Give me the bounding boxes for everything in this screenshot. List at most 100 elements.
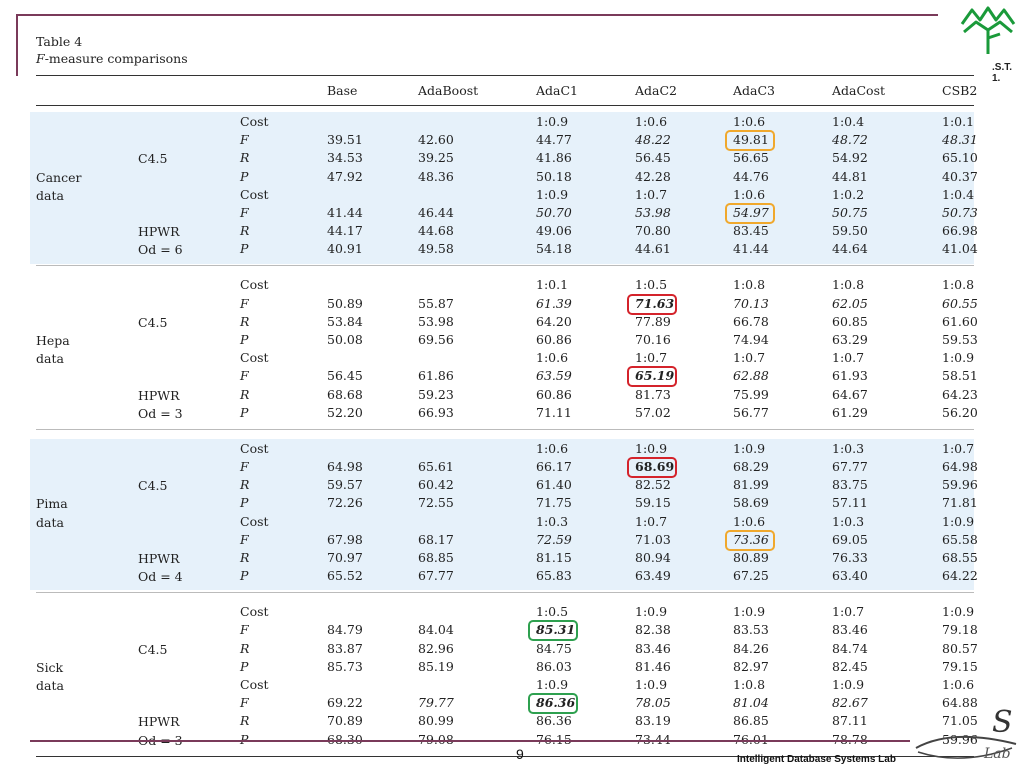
table-cell: 82.52 bbox=[635, 477, 671, 493]
column-header: Base bbox=[327, 83, 358, 98]
table-caption: Table 4 F-measure comparisons bbox=[36, 33, 188, 67]
left-accent-line bbox=[16, 14, 18, 76]
classifier-label: C4.5 bbox=[138, 151, 168, 167]
table-cell: 1:0.9 bbox=[536, 186, 569, 202]
table-cell: 1:0.8 bbox=[733, 677, 766, 692]
table-cell: 1:0.5 bbox=[635, 277, 668, 293]
table-cell: 61.40 bbox=[536, 477, 572, 493]
table-cell: 63.40 bbox=[832, 568, 868, 584]
table-cell: 82.45 bbox=[832, 658, 868, 674]
table-cell: 60.55 bbox=[942, 295, 978, 311]
table-cell: 86.36 bbox=[536, 713, 572, 729]
table-cell: 69.22 bbox=[327, 695, 363, 711]
table-cell: 1:0.3 bbox=[832, 513, 865, 529]
table-cell: 79.15 bbox=[942, 658, 978, 674]
table-cell: 68.29 bbox=[733, 459, 769, 474]
table-cell: 81.15 bbox=[536, 550, 572, 565]
table-cell: 39.25 bbox=[418, 150, 454, 166]
table-cell: 44.64 bbox=[832, 241, 868, 257]
table-cell: 1:0.5 bbox=[536, 604, 569, 620]
table-cell: 67.77 bbox=[832, 459, 868, 474]
table-cell: 50.75 bbox=[832, 205, 868, 220]
table-cell: 62.88 bbox=[733, 368, 769, 384]
table-cell: 56.45 bbox=[635, 150, 671, 166]
column-header: AdaBoost bbox=[418, 83, 479, 98]
table-cell: 82.97 bbox=[733, 658, 769, 674]
table-cell: 86.36 bbox=[536, 695, 576, 711]
table-cell: 44.17 bbox=[327, 223, 363, 239]
table-cell: 1:0.8 bbox=[733, 277, 766, 293]
table-cell: 68.69 bbox=[635, 459, 675, 474]
table-cell: 65.61 bbox=[418, 459, 454, 474]
table-cell: 50.08 bbox=[327, 332, 363, 347]
table-cell: 80.89 bbox=[733, 550, 769, 565]
table-cell: 60.86 bbox=[536, 332, 572, 347]
metric-label: Cost bbox=[240, 114, 269, 129]
table-cell: 44.61 bbox=[635, 241, 671, 257]
table-cell: 80.94 bbox=[635, 550, 671, 565]
table-cell: 59.96 bbox=[942, 477, 978, 493]
table-cell: 1:0.9 bbox=[942, 350, 975, 366]
metric-label: Cost bbox=[240, 350, 269, 366]
table-cell: 84.74 bbox=[832, 640, 868, 656]
group-separator bbox=[36, 592, 974, 594]
table-cell: 84.79 bbox=[327, 622, 363, 638]
table-cell: 41.86 bbox=[536, 150, 572, 166]
classifier-label: HPWR Od = 4 bbox=[138, 551, 183, 585]
table-cell: 1:0.3 bbox=[536, 513, 569, 529]
metric-label: R bbox=[240, 713, 250, 729]
table-cell: 57.02 bbox=[635, 404, 671, 420]
table-cell: 42.28 bbox=[635, 168, 671, 184]
table-cell: 83.75 bbox=[832, 477, 868, 493]
table-cell: 59.50 bbox=[832, 223, 868, 239]
table-cell: 64.98 bbox=[327, 459, 363, 474]
footer-line bbox=[30, 740, 910, 742]
table-cell: 40.91 bbox=[327, 241, 363, 257]
table-cell: 70.89 bbox=[327, 713, 363, 729]
svg-text:S: S bbox=[992, 708, 1013, 740]
highlight-box bbox=[725, 130, 775, 152]
table-cell: 60.42 bbox=[418, 477, 454, 493]
metric-label: R bbox=[240, 386, 250, 402]
group-separator bbox=[36, 265, 974, 267]
table-cell: 67.98 bbox=[327, 531, 363, 547]
table-cell: 65.52 bbox=[327, 568, 363, 584]
table-cell: 1:0.3 bbox=[832, 440, 865, 456]
table-cell: 39.51 bbox=[327, 132, 363, 148]
table-cell: 72.59 bbox=[536, 531, 572, 547]
table-cell: 50.73 bbox=[942, 205, 978, 220]
table-cell: 53.98 bbox=[418, 313, 454, 329]
table-cell: 65.83 bbox=[536, 568, 572, 584]
table-cell: 61.39 bbox=[536, 295, 572, 311]
caption-subtitle: F-measure comparisons bbox=[36, 51, 188, 66]
table-cell: 65.19 bbox=[635, 368, 675, 384]
highlight-box bbox=[528, 693, 578, 715]
metric-label: F bbox=[240, 622, 249, 638]
table-cell: 54.92 bbox=[832, 150, 868, 166]
table-cell: 70.97 bbox=[327, 550, 363, 565]
column-header: AdaCost bbox=[832, 83, 886, 98]
highlight-box bbox=[627, 366, 677, 388]
metric-label: R bbox=[240, 477, 250, 493]
table-cell: 54.18 bbox=[536, 241, 572, 257]
logo-text: .S.T. 1. bbox=[992, 62, 1013, 84]
table-cell: 48.72 bbox=[832, 132, 868, 148]
metric-label: F bbox=[240, 205, 249, 220]
table-cell: 80.57 bbox=[942, 640, 978, 656]
table-cell: 56.20 bbox=[942, 404, 978, 420]
table-cell: 1:0.7 bbox=[733, 350, 766, 366]
highlight-box bbox=[725, 529, 775, 551]
table-cell: 73.44 bbox=[635, 732, 671, 747]
table-cell: 1:0.9 bbox=[942, 604, 975, 620]
table-cell: 63.49 bbox=[635, 568, 671, 584]
table-cell: 53.98 bbox=[635, 205, 671, 220]
table-cell: 68.85 bbox=[418, 550, 454, 565]
metric-label: R bbox=[240, 313, 250, 329]
table-cell: 59.15 bbox=[635, 495, 671, 511]
table-cell: 44.68 bbox=[418, 223, 454, 239]
metric-label: R bbox=[240, 150, 250, 166]
metric-label: P bbox=[240, 568, 249, 584]
metric-label: P bbox=[240, 404, 249, 420]
table-cell: 66.98 bbox=[942, 223, 978, 239]
